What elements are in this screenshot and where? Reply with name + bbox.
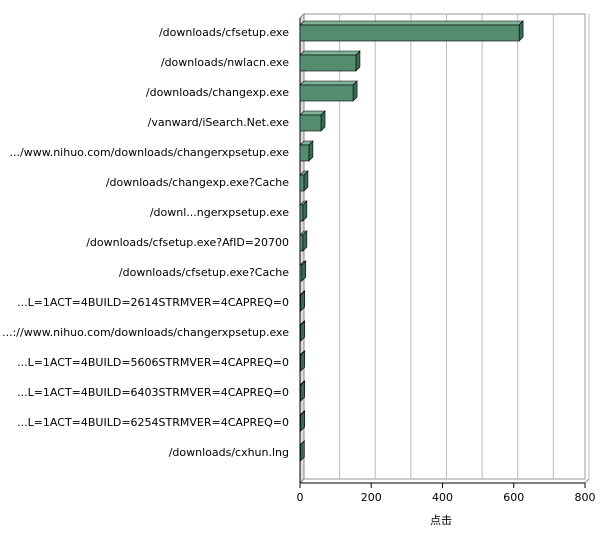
bar-side: [300, 290, 306, 312]
x-axis-depth: [584, 478, 590, 484]
bar-top: [299, 20, 524, 26]
bar: [299, 204, 304, 222]
x-tick-label: 800: [575, 491, 596, 504]
y-tick-label: ...L=1ACT=4BUILD=6254STRMVER=4CAPREQ=0: [17, 416, 289, 429]
y-tick-label: /vanward/iSearch.Net.exe: [148, 116, 290, 129]
y-tick-label: /downloads/nwlacn.exe: [161, 56, 289, 69]
y-tick-label: /downloads/cfsetup.exe?AfID=20700: [86, 236, 289, 249]
bar-side: [320, 110, 326, 132]
bar-side: [300, 410, 306, 432]
bar: [299, 174, 305, 192]
y-tick-label: /downloads/cxhun.lng: [169, 446, 289, 459]
y-tick-label: /downloads/cfsetup.exe: [159, 26, 289, 39]
y-tick-label: ...L=1ACT=4BUILD=5606STRMVER=4CAPREQ=0: [17, 356, 289, 369]
bar-side: [300, 350, 306, 372]
bar: [299, 324, 302, 342]
y-tick-label: ...://www.nihuo.com/downloads/changerxps…: [2, 326, 289, 339]
x-tick-label: 200: [361, 491, 382, 504]
bar: [299, 234, 304, 252]
bar-top: [299, 80, 358, 86]
x-tick-label: 600: [503, 491, 524, 504]
bar-side: [303, 170, 309, 192]
x-tick-label: 400: [432, 491, 453, 504]
bar-side: [352, 80, 358, 102]
bar: [299, 24, 520, 42]
bar: [299, 114, 322, 132]
x-tick-label: 0: [297, 491, 304, 504]
bar-top: [299, 50, 361, 56]
bar-side: [308, 140, 314, 162]
y-tick-label: ...L=1ACT=4BUILD=6403STRMVER=4CAPREQ=0: [17, 386, 289, 399]
bar-side: [301, 260, 307, 282]
bar-side: [300, 440, 305, 462]
bar-side: [355, 50, 361, 72]
x-axis-label: 点击: [430, 514, 452, 527]
y-tick-label: /downloads/changexp.exe?Cache: [106, 176, 289, 189]
bar: [299, 54, 357, 72]
bar-side: [518, 20, 524, 42]
bar-side: [302, 230, 308, 252]
bar-side: [302, 200, 308, 222]
bar: [299, 144, 310, 162]
y-tick-label: /downloads/changexp.exe: [146, 86, 289, 99]
bar: [299, 414, 302, 432]
y-tick-label: /downl...ngerxpsetup.exe: [150, 206, 289, 219]
bar: [299, 84, 354, 102]
y-tick-label: .../www.nihuo.com/downloads/changerxpset…: [10, 146, 290, 159]
bar: [299, 264, 303, 282]
y-tick-label: ...L=1ACT=4BUILD=2614STRMVER=4CAPREQ=0: [17, 296, 289, 309]
bar: [299, 384, 302, 402]
bar: [299, 294, 302, 312]
bar-side: [300, 320, 306, 342]
bar-side: [300, 380, 306, 402]
y-tick-label: /downloads/cfsetup.exe?Cache: [119, 266, 289, 279]
bar: [299, 354, 302, 372]
